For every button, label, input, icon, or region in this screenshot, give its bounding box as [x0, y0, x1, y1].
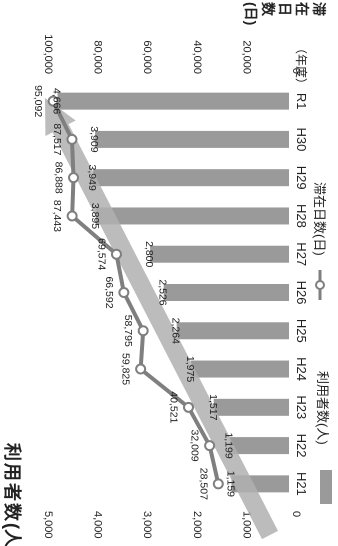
bars-layer: [57, 92, 289, 493]
left-axis-tick-label: 0: [290, 511, 302, 517]
bar-value-label: 1,199: [223, 432, 235, 458]
line-value-label: 86,888: [53, 162, 65, 194]
line-layer: [47, 95, 224, 490]
legend-item-line: 滞在日数(日): [312, 182, 327, 300]
days-point: [204, 440, 216, 452]
right-axis-tick-label: 60,000: [141, 40, 153, 74]
left-axis-title-char: 利: [2, 443, 23, 461]
trend-arrow: [45, 98, 279, 540]
bar: [163, 284, 289, 301]
line-value-label: 66,592: [103, 276, 115, 308]
days-point: [183, 401, 195, 413]
category-label: H28: [294, 204, 309, 228]
right-axis-title-char: 在: [294, 2, 310, 16]
bar-value-label: 1,975: [184, 356, 196, 382]
line-value-label: 40,521: [168, 391, 180, 423]
left-axis-title-char: 者: [2, 482, 22, 501]
legend-item-bars: 利用者数(人): [315, 371, 332, 504]
line-value-label: 32,009: [189, 430, 201, 462]
left-axis-title: 利用者数(人): [2, 443, 23, 546]
category-suffix: （年度）: [294, 42, 309, 90]
bar: [176, 322, 289, 340]
bar-value-label: 1,159: [225, 471, 237, 497]
left-axis-title-char: 用: [2, 463, 22, 481]
bar-value-label: 2,800: [143, 241, 155, 267]
left-axis-title-char: 数: [2, 503, 23, 522]
right-axis-title-char: 滞: [311, 2, 327, 16]
bar-value-label: 1,517: [207, 394, 219, 420]
right-axis-tick-label: 20,000: [240, 40, 252, 74]
bar-value-label: 4,666: [51, 88, 63, 114]
bar: [229, 437, 289, 455]
days-point: [66, 133, 78, 145]
bar: [95, 130, 289, 148]
line-value-label: 69,574: [95, 238, 107, 270]
days-point: [212, 478, 224, 490]
line-value-label: 59,825: [120, 353, 132, 385]
bar-value-label: 2,526: [157, 279, 169, 305]
category-label: H29: [294, 166, 309, 190]
line-value-label: 87,517: [51, 123, 63, 155]
left-axis-tick-label: 5,000: [42, 511, 54, 539]
legend-line-label: 滞在日数(日): [312, 182, 327, 256]
right-axis-title-char: 日: [277, 2, 293, 16]
bar: [150, 245, 289, 263]
days-point: [137, 325, 149, 337]
right-axis-title: 滞在日数(日): [243, 2, 327, 25]
legend-bar-label: 利用者数(人): [315, 371, 330, 445]
bar: [95, 207, 289, 225]
line-value-label: 87,443: [51, 200, 63, 232]
axis-layer: 0 1,000 2,000 3,000 4,000 5,000 0 20,000 40,000 6…: [42, 34, 309, 538]
category-label: R1: [294, 93, 309, 110]
days-point: [135, 363, 147, 375]
days-point: [118, 287, 130, 298]
trend-arrow-layer: [45, 98, 279, 540]
bar-value-label: 3,895: [89, 203, 101, 229]
category-label: H21: [294, 472, 309, 496]
right-axis-tick-label: 100,000: [42, 34, 54, 74]
line-value-label: 28,507: [197, 468, 209, 500]
days-point: [110, 248, 122, 260]
category-label: H27: [294, 242, 309, 266]
category-label: H30: [294, 127, 309, 151]
category-label: H22: [294, 434, 309, 458]
right-axis-tick-label: 40,000: [191, 40, 203, 74]
category-label: H26: [294, 281, 309, 305]
days-point: [68, 172, 80, 184]
category-label: H25: [294, 319, 309, 343]
left-axis-tick-label: 4,000: [92, 511, 104, 539]
days-point: [47, 95, 59, 107]
legend-line-marker: [315, 280, 325, 290]
left-axis-tick-label: 3,000: [141, 511, 153, 539]
bar-value-label: 2,264: [170, 318, 182, 344]
bar-value-label: 3,949: [86, 165, 98, 191]
line-value-label: 95,092: [32, 85, 44, 117]
category-label: H24: [294, 357, 309, 381]
bar: [213, 398, 289, 416]
line-value-label: 58,795: [122, 315, 134, 347]
right-axis-title-char: 数: [260, 2, 276, 17]
bar-value-label: 3,909: [88, 126, 100, 152]
right-axis-tick-label: 80,000: [92, 40, 104, 74]
left-axis-tick-label: 1,000: [240, 511, 252, 539]
legend-bar-swatch: [320, 470, 332, 504]
right-axis-tick-label: 0: [290, 68, 302, 74]
bar: [191, 360, 289, 378]
category-label: H23: [294, 395, 309, 419]
left-axis-tick-label: 2,000: [191, 511, 203, 539]
bar: [57, 92, 289, 110]
left-axis-title-char: (人): [2, 523, 22, 546]
legend: 利用者数(人) 滞在日数(日): [312, 182, 332, 504]
right-axis-title-char: (日): [243, 2, 259, 25]
bar: [93, 169, 289, 187]
days-point: [66, 210, 78, 222]
